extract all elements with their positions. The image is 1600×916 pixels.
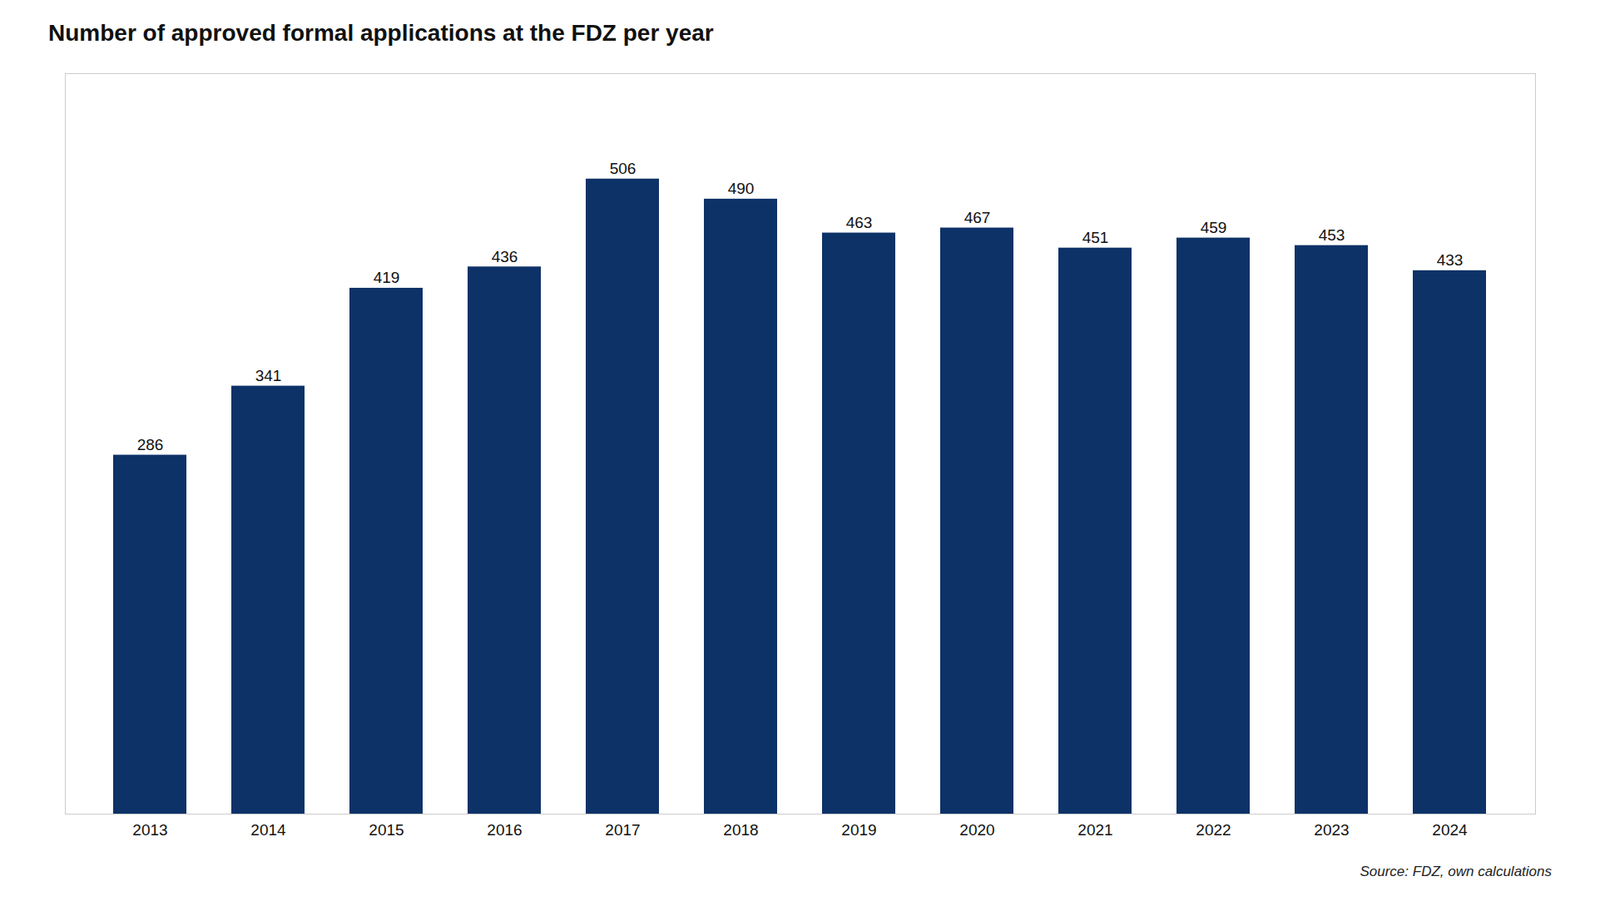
svg-text:451: 451 [1082, 228, 1110, 247]
svg-text:2024: 2024 [1431, 821, 1468, 839]
svg-text:2021: 2021 [1077, 821, 1113, 839]
svg-text:2022: 2022 [1195, 821, 1231, 839]
svg-text:341: 341 [255, 366, 283, 385]
svg-text:433: 433 [1436, 251, 1464, 269]
svg-text:490: 490 [728, 179, 755, 198]
svg-text:2013: 2013 [132, 821, 168, 839]
svg-text:2015: 2015 [368, 821, 404, 839]
html-text:Source: FDZ, own calculations: Source: FDZ, own calculations [1359, 863, 1552, 880]
svg-text:419: 419 [373, 268, 401, 287]
html-text:Number of approved formal appl: Number of approved formal applications a… [48, 19, 714, 46]
svg-text:2017: 2017 [604, 821, 640, 839]
svg-text:467: 467 [964, 208, 991, 227]
svg-text:2019: 2019 [841, 821, 877, 839]
svg-text:2020: 2020 [959, 821, 995, 839]
svg-text:2014: 2014 [250, 821, 287, 839]
svg-text:2016: 2016 [486, 821, 522, 839]
svg-text:453: 453 [1318, 226, 1346, 244]
svg-text:463: 463 [846, 213, 873, 232]
svg-text:459: 459 [1200, 218, 1228, 237]
svg-text:436: 436 [491, 247, 519, 266]
svg-text:286: 286 [137, 435, 164, 454]
svg-text:506: 506 [609, 159, 637, 178]
svg-text:2023: 2023 [1313, 821, 1349, 839]
svg-text:2018: 2018 [723, 821, 758, 839]
